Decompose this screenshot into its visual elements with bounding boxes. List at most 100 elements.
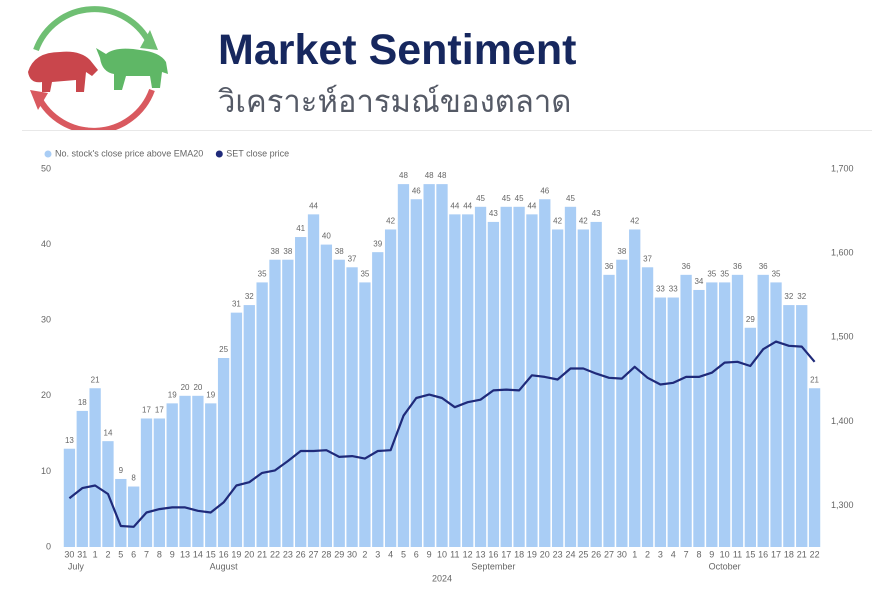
x-tick-label: 4 — [671, 549, 676, 559]
x-tick-label: 16 — [758, 549, 768, 559]
x-tick-label: 5 — [118, 549, 123, 559]
logo-bull — [96, 48, 168, 90]
data-label: 18 — [78, 398, 87, 407]
data-label: 40 — [322, 232, 331, 241]
x-tick-label: 4 — [388, 549, 393, 559]
data-label: 14 — [104, 428, 113, 437]
bar — [179, 395, 191, 547]
x-tick-label: 18 — [514, 549, 524, 559]
logo-arrow-red — [35, 88, 155, 130]
data-label: 37 — [348, 254, 357, 263]
title: Market Sentiment — [218, 26, 577, 74]
legend-label: No. stock's close price above EMA20 — [55, 148, 203, 158]
bar — [731, 274, 744, 547]
legend-marker — [215, 150, 223, 158]
data-label: 13 — [65, 436, 74, 445]
x-tick-label: 22 — [810, 549, 820, 559]
x-tick-label: 30 — [347, 549, 357, 559]
x-tick-label: 20 — [540, 549, 550, 559]
data-label: 45 — [502, 194, 511, 203]
bar — [230, 312, 243, 547]
data-label: 43 — [592, 209, 601, 218]
data-label: 42 — [579, 217, 588, 226]
data-label: 46 — [540, 186, 549, 195]
y2-tick-label: 1,700 — [831, 163, 854, 173]
header: Market Sentiment วิเคราะห์อารมณ์ของตลาด — [0, 0, 882, 130]
data-label: 37 — [643, 254, 652, 263]
bar — [436, 184, 448, 547]
x-tick-label: 21 — [797, 549, 807, 559]
x-tick-label: 11 — [450, 549, 459, 559]
chart-card: 0 10 20 30 40 50 1,300 1,400 1,500 1,600 1,700 No. … — [22, 130, 872, 601]
x-tick-label: 23 — [553, 549, 563, 559]
logo — [28, 6, 168, 130]
x-tick-label: 14 — [193, 549, 203, 559]
legend-marker — [44, 150, 52, 158]
y-tick-label: 30 — [41, 315, 51, 325]
bar — [359, 282, 371, 547]
bar — [115, 478, 127, 547]
x-tick-label: 27 — [604, 549, 614, 559]
bar — [295, 237, 307, 547]
bar — [744, 327, 756, 547]
bar — [333, 259, 345, 547]
data-label: 9 — [119, 466, 124, 475]
data-label: 19 — [168, 390, 177, 399]
x-tick-label: 19 — [231, 549, 241, 559]
logo-arrow-green — [33, 6, 153, 52]
data-label: 45 — [476, 194, 485, 203]
data-label: 44 — [463, 201, 472, 210]
y2-tick-label: 1,600 — [831, 248, 854, 258]
data-label: 36 — [682, 262, 691, 271]
x-tick-label: 16 — [219, 549, 229, 559]
bar — [423, 184, 435, 547]
bar — [217, 358, 230, 547]
x-tick-label: 10 — [720, 549, 730, 559]
data-label: 35 — [707, 270, 716, 279]
month-label: July — [68, 561, 85, 571]
x-tick-label: 1 — [632, 549, 637, 559]
bar — [808, 388, 821, 547]
bar — [307, 214, 320, 548]
data-label: 41 — [296, 224, 305, 233]
bar — [667, 297, 679, 547]
x-tick-label: 7 — [144, 549, 149, 559]
bar — [539, 199, 551, 547]
data-label: 36 — [759, 262, 768, 271]
bar — [590, 221, 602, 548]
x-tick-label: 26 — [591, 549, 601, 559]
data-label: 35 — [360, 270, 369, 279]
bar — [796, 305, 808, 547]
x-tick-label: 3 — [658, 549, 663, 559]
x-tick-label: 13 — [180, 549, 190, 559]
line — [68, 340, 816, 528]
bar — [140, 418, 153, 547]
x-tick-label: 27 — [309, 549, 319, 559]
data-label: 35 — [258, 270, 267, 279]
data-label: 38 — [617, 247, 626, 256]
bar — [205, 403, 217, 547]
data-label: 20 — [181, 383, 190, 392]
x-tick-label: 2 — [105, 549, 110, 559]
x-tick-label: 12 — [463, 549, 473, 559]
x-tick-label: 23 — [283, 549, 293, 559]
bar — [757, 274, 769, 547]
bar — [410, 199, 422, 547]
x-tick-label: 19 — [527, 549, 537, 559]
x-tick-label: 22 — [270, 549, 280, 559]
bar — [243, 305, 255, 547]
data-label: 45 — [515, 194, 524, 203]
data-label: 21 — [91, 375, 100, 384]
data-label: 36 — [605, 262, 614, 271]
x-tick-label: 9 — [427, 549, 432, 559]
data-label: 35 — [720, 270, 729, 279]
x-tick-label: 6 — [414, 549, 419, 559]
bar — [500, 206, 512, 548]
data-label: 19 — [206, 390, 215, 399]
bar — [76, 410, 88, 547]
x-tick-label: 17 — [771, 549, 781, 559]
y-tick-label: 40 — [41, 239, 51, 249]
y2-tick-label: 1,300 — [831, 500, 854, 510]
data-label: 42 — [630, 217, 639, 226]
data-label: 17 — [142, 406, 151, 415]
